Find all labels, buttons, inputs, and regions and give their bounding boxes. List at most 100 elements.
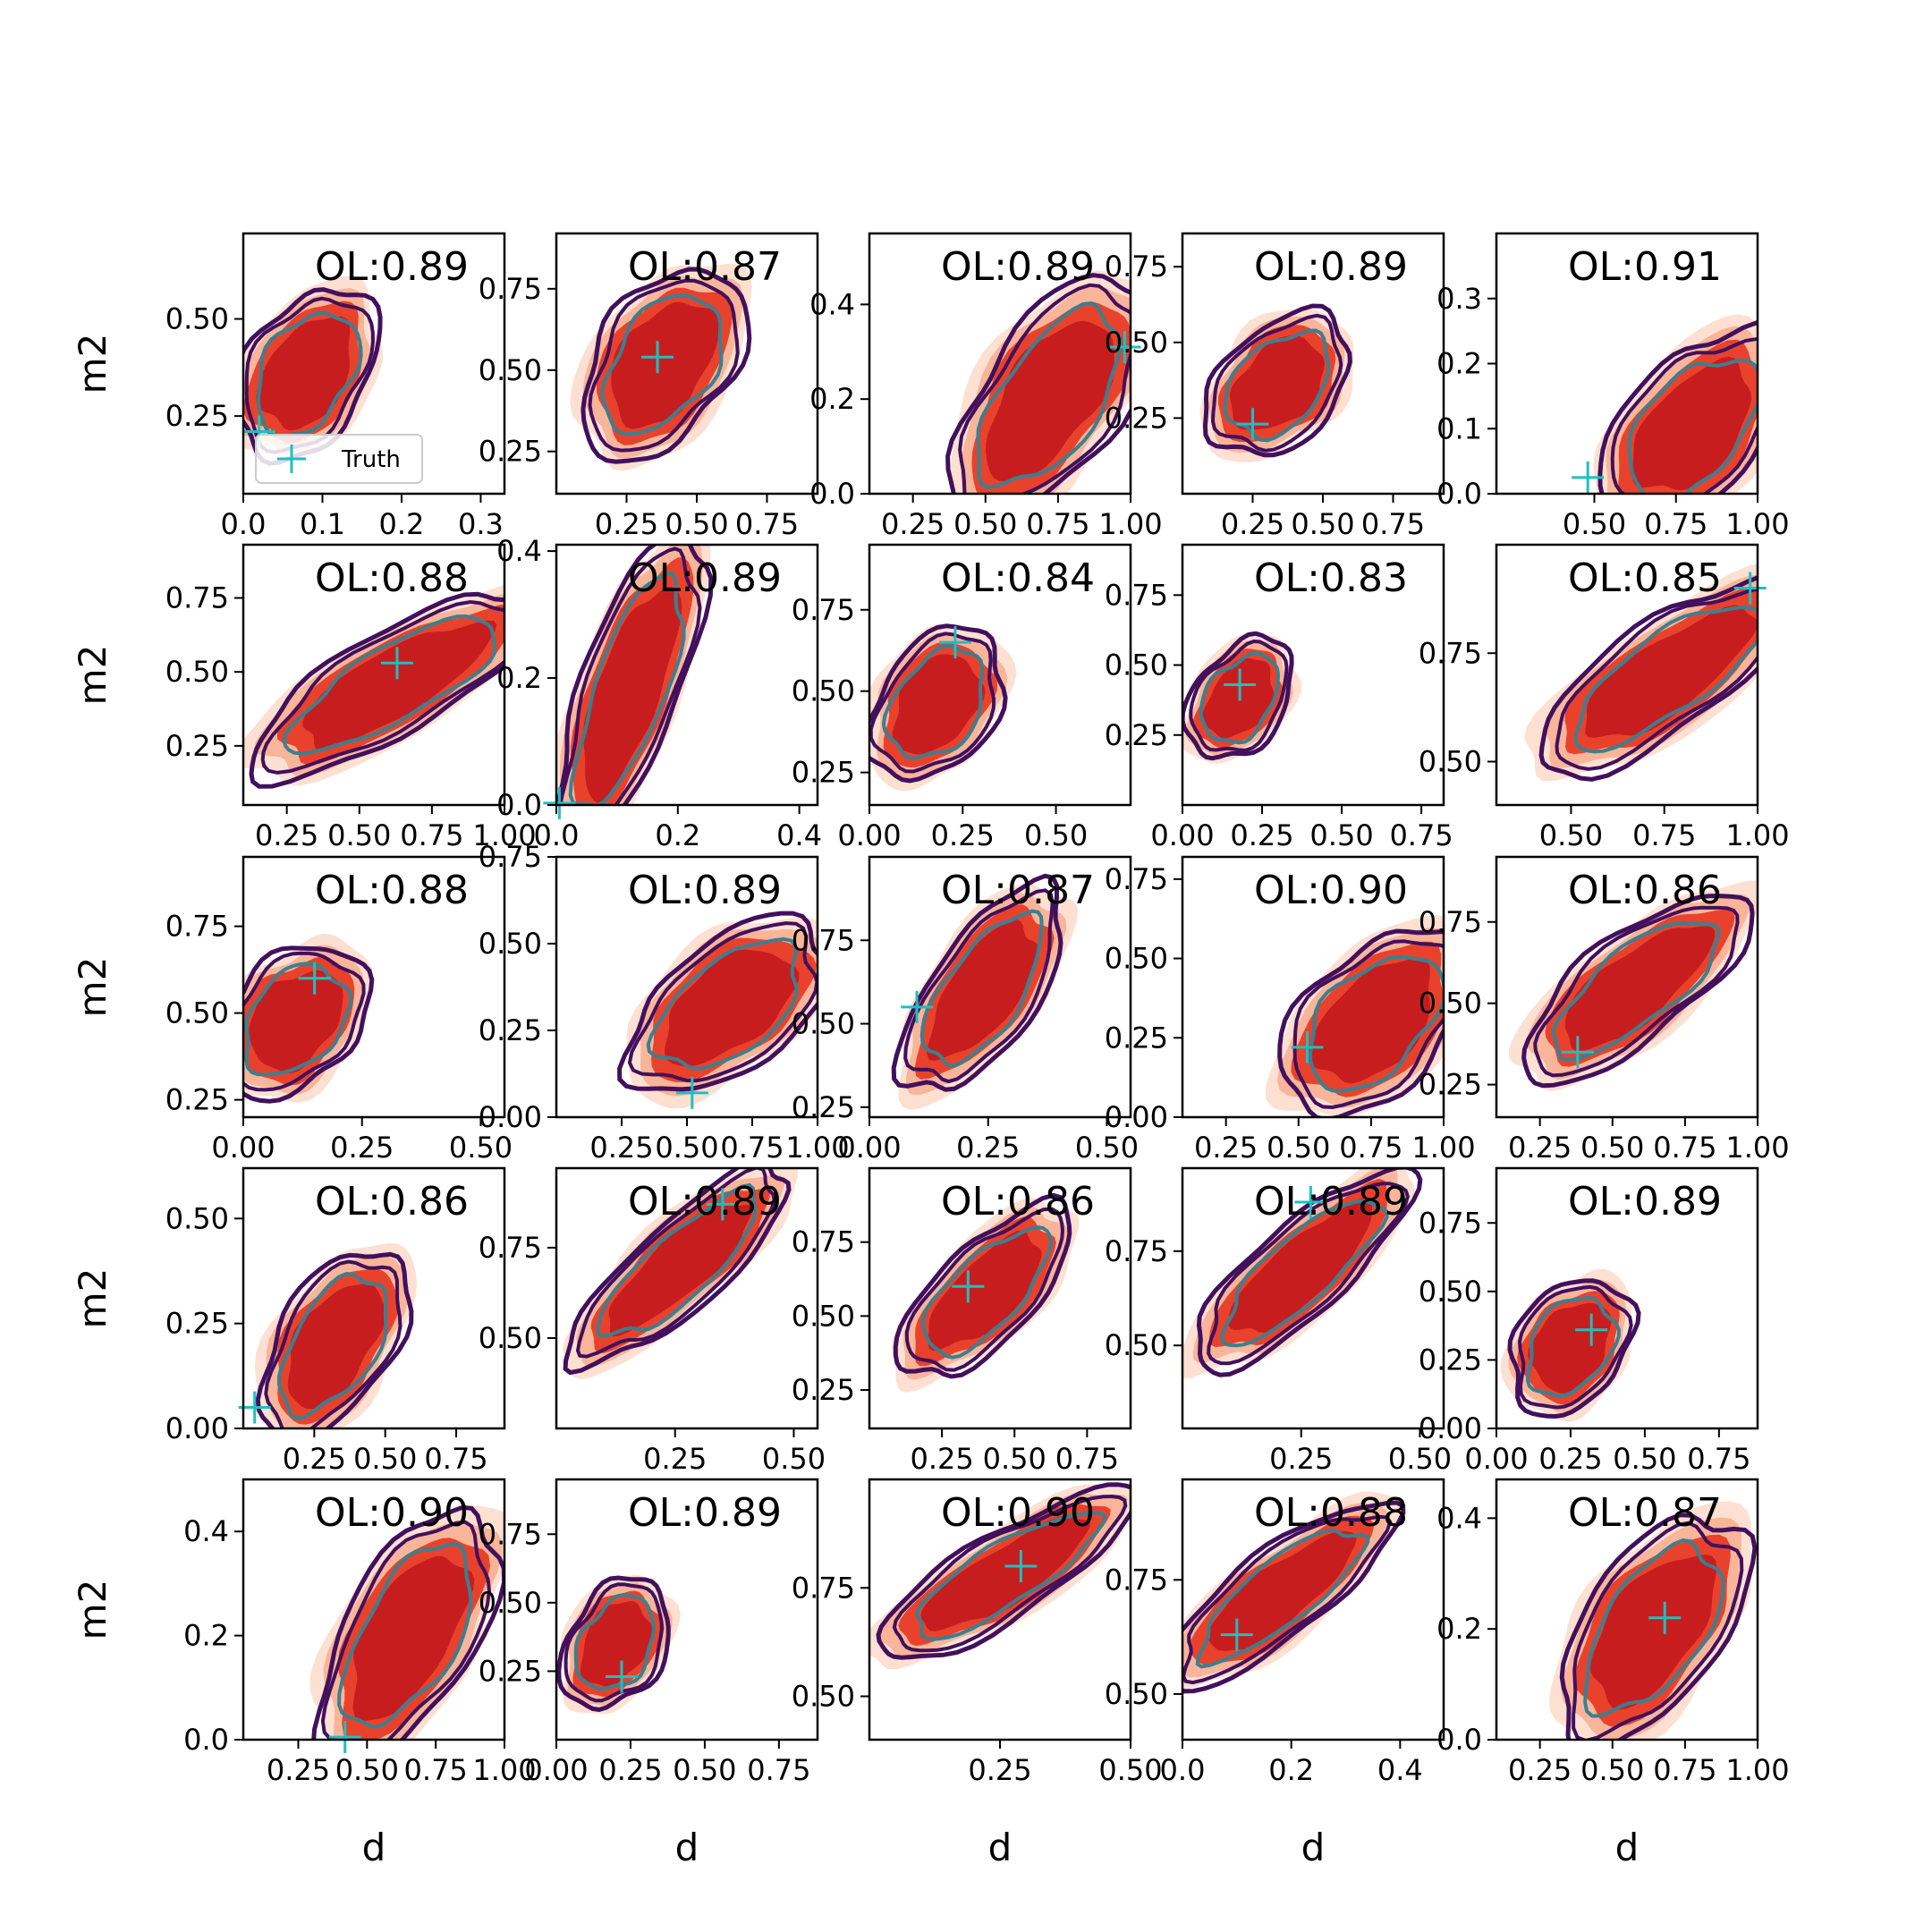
contour-layer	[243, 275, 383, 466]
overlap-title: OL:0.89	[628, 1490, 782, 1536]
contour-middle-line	[564, 1582, 664, 1703]
truth-marker	[641, 341, 674, 374]
contour-inner-line	[1525, 1295, 1621, 1398]
truth-marker	[1572, 461, 1605, 494]
density-fill-level-4	[1207, 1531, 1357, 1651]
overlap-title: OL:0.89	[628, 555, 782, 601]
x-tick-label: 0.25	[267, 1753, 330, 1787]
truth-marker	[1561, 1036, 1594, 1069]
subplot-2-2: 0.00 0.25 0.50 0.25 0.50 0.75 OL:0.87	[792, 855, 1139, 1165]
axes-frame	[1495, 1478, 1759, 1741]
x-tick-label: 0.25	[1194, 1131, 1258, 1165]
x-tick-label: 0.50	[327, 818, 391, 852]
y-tick-label: 0.25	[165, 1307, 229, 1341]
y-tick-label: 0.75	[479, 840, 542, 874]
y-tick-label: 0.0	[1436, 1723, 1482, 1757]
x-tick-label: 0.00	[211, 1131, 275, 1165]
axes-frame	[242, 543, 506, 807]
y-tick-label: 0.75	[479, 272, 542, 306]
density-fill-level-4	[1631, 356, 1752, 491]
truth-marker	[706, 1188, 739, 1221]
subplot-3-0: 0.25 0.50 0.750.000.250.50 OL:0.86	[165, 1166, 506, 1476]
x-tick-label: 0.4	[1377, 1753, 1423, 1787]
x-tick-label: 0.75	[1339, 1131, 1402, 1165]
overlap-title: OL:0.84	[941, 555, 1095, 601]
contour-outer-line	[869, 623, 1008, 784]
contour-layer	[617, 911, 818, 1109]
truth-marker	[1236, 408, 1269, 441]
contour-outer-line	[945, 273, 1131, 494]
y-tick-label: 0.75	[165, 910, 229, 944]
contour-outer-line	[1507, 1278, 1641, 1419]
x-tick-label: 0.25	[1269, 1442, 1333, 1476]
contour-inner-line	[337, 1542, 473, 1729]
x-tick-label: 0.75	[424, 1442, 487, 1476]
overlap-title: OL:0.87	[941, 868, 1095, 913]
overlap-title: OL:0.87	[1568, 1490, 1722, 1536]
y-tick-label: 0.00	[165, 1411, 229, 1445]
contour-middle-line	[320, 1520, 492, 1740]
x-tick-label: 0.25	[255, 818, 318, 852]
y-tick-label: 0.1	[1436, 411, 1482, 445]
x-tick-label: 0.50	[449, 1131, 513, 1165]
x-tick-label: 0.2	[1268, 1753, 1314, 1787]
x-tick-label: 0.75	[1389, 818, 1453, 852]
contour-inner-line	[277, 1272, 388, 1420]
contour-inner-line	[920, 1224, 1054, 1360]
contour-layer	[891, 873, 1079, 1110]
x-tick-label: 0.25	[1221, 507, 1284, 541]
truth-marker	[1224, 668, 1257, 701]
density-fill-level-4	[287, 1284, 386, 1410]
x-axis-label: d	[675, 1826, 699, 1869]
contour-inner-line	[919, 909, 1044, 1068]
y-tick-label: 0.50	[1105, 942, 1168, 976]
y-tick-label: 0.75	[1419, 636, 1482, 670]
contour-layer	[1500, 1268, 1641, 1422]
contour-layer	[1524, 564, 1758, 782]
x-tick-label: 0.2	[379, 507, 425, 541]
contour-outer-line	[617, 911, 818, 1092]
truth-marker	[1004, 1550, 1038, 1582]
axes-frame	[868, 1166, 1132, 1430]
y-tick-label: 0.50	[1105, 648, 1168, 682]
x-tick-label: 0.25	[956, 1131, 1020, 1165]
x-tick-label: 0.50	[1267, 1131, 1330, 1165]
x-tick-label: 0.75	[1026, 507, 1089, 541]
y-tick-label: 0.50	[792, 1007, 855, 1041]
y-tick-label: 0.0	[809, 477, 855, 511]
contour-middle-line	[892, 1494, 1128, 1653]
y-tick-label: 0.25	[1105, 401, 1168, 435]
overlap-title: OL:0.90	[1254, 868, 1408, 913]
contour-layer	[556, 1574, 681, 1715]
contour-inner-line	[596, 1182, 758, 1338]
axes-frame	[555, 232, 819, 496]
contour-middle-line	[1610, 336, 1758, 494]
x-tick-label: 0.0	[1160, 1753, 1206, 1787]
y-tick-label: 0.50	[1105, 1328, 1168, 1362]
contour-outer-line	[556, 1575, 671, 1712]
contour-middle-line	[1533, 905, 1740, 1078]
subplot-1-0: 0.25 0.50 0.75 1.00 0.25 0.50 0.75 OL:0.88	[165, 543, 537, 852]
y-tick-label: 0.25	[1105, 1021, 1168, 1055]
density-fill-level-4	[582, 586, 682, 803]
x-tick-label: 0.50	[335, 1753, 399, 1787]
truth-marker	[1575, 1313, 1608, 1346]
contour-inner-line	[976, 301, 1123, 489]
subplot-4-1: 0.00 0.25 0.50 0.75 0.25 0.50 0.75 OL:0.89	[479, 1478, 819, 1787]
subplot-0-2: 0.25 0.50 0.75 1.00 0.0 0.2 0.4 OL:0.89	[809, 232, 1163, 541]
y-tick-label: 0.75	[165, 581, 229, 615]
subplot-4-4: 0.25 0.50 0.75 1.00 0.0 0.2 0.4 OL:0.87	[1436, 1478, 1790, 1787]
overlap-title: OL:0.89	[1254, 1179, 1408, 1224]
x-tick-label: 0.75	[1687, 1442, 1750, 1476]
axes-frame	[1181, 232, 1445, 496]
x-tick-label: 1.00	[1411, 1131, 1475, 1165]
contour-middle-line	[1210, 313, 1343, 453]
y-tick-label: 0.00	[479, 1100, 542, 1134]
contour-inner-line	[881, 644, 985, 760]
contour-inner-line	[600, 292, 724, 436]
x-tick-label: 0.25	[598, 1753, 662, 1787]
contour-outer-line	[1202, 303, 1352, 458]
x-tick-label: 1.00	[1725, 1753, 1789, 1787]
contour-middle-line	[904, 1207, 1065, 1372]
y-tick-label: 0.75	[1105, 250, 1168, 284]
